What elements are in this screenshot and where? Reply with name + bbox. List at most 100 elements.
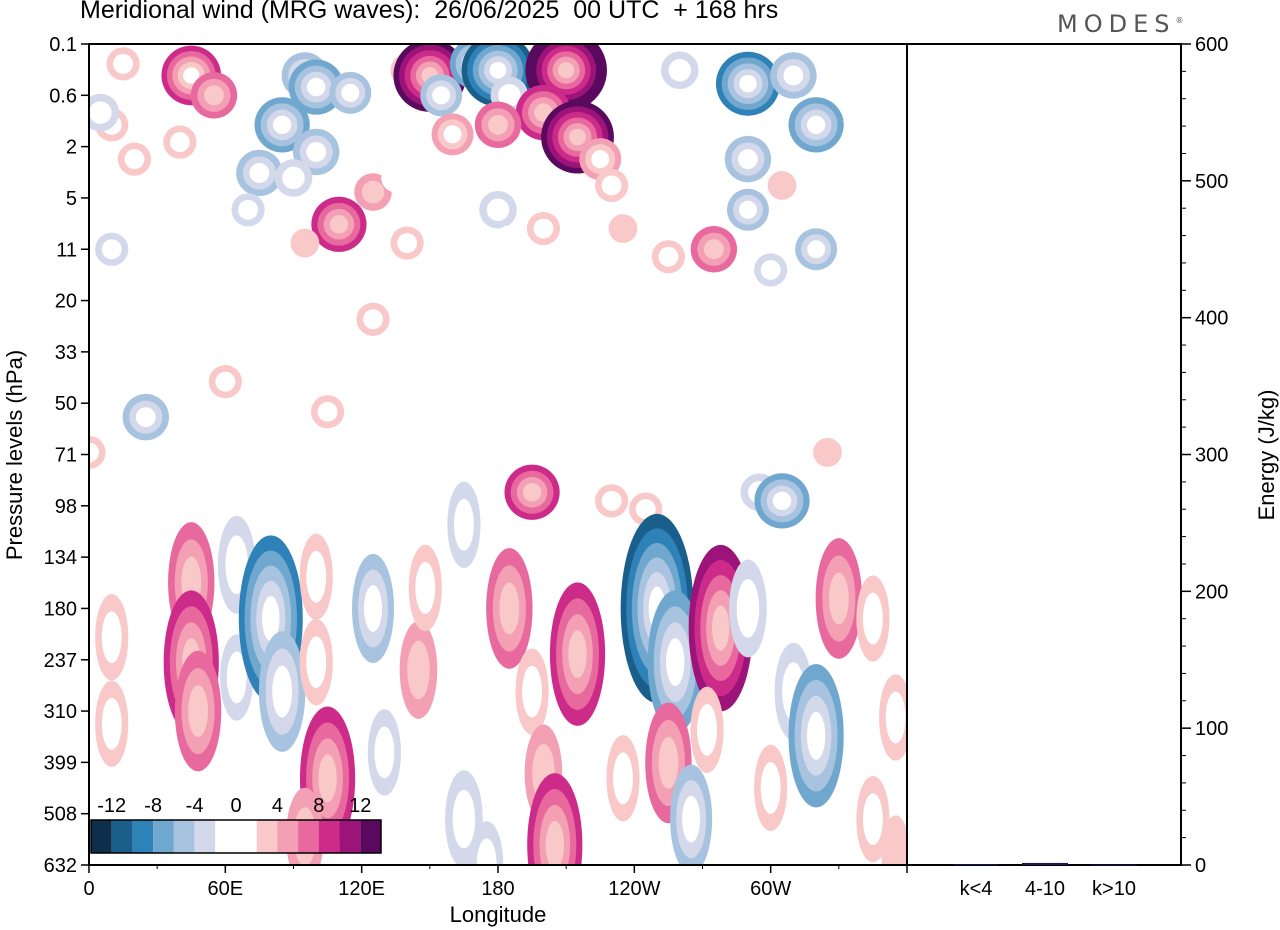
contour-blob bbox=[272, 115, 292, 135]
contour-blob bbox=[183, 67, 200, 84]
colorbar-swatch bbox=[194, 820, 216, 853]
y-tick-label: 33 bbox=[55, 342, 77, 364]
contour-blob bbox=[807, 240, 826, 259]
contour-blob bbox=[494, 225, 524, 255]
contour-blob bbox=[89, 442, 99, 463]
y-tick-label: 5 bbox=[66, 188, 77, 210]
energy-category-label: k>10 bbox=[1092, 878, 1136, 900]
contour-blob bbox=[862, 793, 883, 846]
x-tick-label: 60E bbox=[208, 878, 244, 900]
contour-blob bbox=[591, 150, 610, 169]
y-tick-label: 0.6 bbox=[49, 85, 77, 107]
contour-blob bbox=[703, 239, 724, 260]
colorbar-label: -8 bbox=[144, 795, 162, 817]
contour-blob bbox=[666, 638, 685, 687]
y-tick-label: 134 bbox=[44, 547, 77, 569]
colorbar-label: -12 bbox=[97, 795, 126, 817]
colorbar-frame bbox=[90, 819, 382, 854]
contour-blob bbox=[522, 665, 543, 718]
contour-blob bbox=[738, 149, 758, 170]
colorbar-label: -4 bbox=[186, 795, 204, 817]
y-axis-label: Pressure levels (hPa) bbox=[2, 350, 27, 560]
x-tick-label: 0 bbox=[83, 878, 94, 900]
colorbar-label: 12 bbox=[349, 795, 371, 817]
contour-blob bbox=[601, 175, 622, 196]
contour-blob bbox=[545, 820, 565, 865]
colorbar-swatch bbox=[91, 820, 112, 853]
energy-panel-frame bbox=[906, 43, 1182, 866]
contour-blob bbox=[306, 636, 327, 689]
contour-blob bbox=[249, 163, 270, 183]
contour-blob bbox=[290, 228, 320, 258]
contour-blob bbox=[760, 259, 781, 280]
contour-blob bbox=[101, 697, 122, 750]
y-tick-label: 20 bbox=[55, 291, 77, 313]
y-tick-label: 98 bbox=[55, 496, 77, 518]
contour-blob bbox=[828, 572, 849, 625]
y2-tick-label: 0 bbox=[1195, 855, 1206, 877]
x-tick-label: 180 bbox=[481, 878, 514, 900]
contour-blob bbox=[563, 501, 592, 577]
colorbar-label: 4 bbox=[272, 795, 283, 817]
colorbar-swatch bbox=[360, 820, 381, 853]
colorbar-label: 0 bbox=[230, 795, 241, 817]
colorbar-swatch bbox=[153, 820, 174, 853]
contour-blob bbox=[89, 101, 112, 124]
contour-blob bbox=[135, 407, 156, 428]
colorbar-swatch bbox=[236, 820, 257, 853]
contour-blob bbox=[806, 711, 826, 760]
contour-blob bbox=[226, 651, 247, 704]
y2-tick-label: 300 bbox=[1195, 445, 1228, 467]
contour-blob bbox=[767, 171, 797, 200]
contour-blob bbox=[697, 703, 718, 756]
y-tick-label: 508 bbox=[44, 804, 77, 826]
contour-blob bbox=[238, 199, 259, 220]
contour-blob bbox=[225, 535, 248, 595]
contour-blob bbox=[443, 125, 462, 144]
energy-bar bbox=[1091, 864, 1137, 866]
contour-blob bbox=[361, 180, 385, 204]
y2-tick-label: 500 bbox=[1195, 171, 1228, 193]
y2-tick-label: 200 bbox=[1195, 581, 1228, 603]
contour-blob bbox=[568, 630, 587, 679]
contour-blob bbox=[658, 737, 679, 789]
colorbar-swatch bbox=[173, 820, 195, 853]
y2-axis-label: Energy (J/kg) bbox=[1254, 390, 1279, 521]
contour-blob bbox=[736, 579, 760, 638]
x-tick-label: 60W bbox=[750, 878, 791, 900]
energy-bar bbox=[953, 864, 999, 866]
y-tick-label: 0.1 bbox=[49, 34, 77, 56]
contour-blob bbox=[489, 61, 507, 79]
contour-blob bbox=[397, 233, 418, 254]
y-tick-label: 11 bbox=[56, 239, 77, 261]
contour-blob bbox=[806, 115, 826, 135]
x-axis-label: Longitude bbox=[450, 902, 547, 927]
contour-blob bbox=[432, 86, 451, 105]
contour-blob bbox=[272, 665, 293, 718]
contour-blob bbox=[318, 754, 337, 803]
contour-blob bbox=[452, 789, 476, 849]
contour-blob bbox=[498, 84, 521, 107]
y-tick-label: 2 bbox=[66, 137, 77, 159]
energy-category-label: 4-10 bbox=[1025, 878, 1065, 900]
contour-blob bbox=[142, 313, 172, 342]
y-tick-label: 180 bbox=[44, 598, 77, 620]
contour-blob bbox=[329, 215, 349, 234]
contour-blob bbox=[204, 85, 224, 106]
contour-blob bbox=[635, 499, 656, 520]
contour-blob bbox=[499, 582, 520, 635]
y2-tick-label: 400 bbox=[1195, 308, 1228, 330]
contour-blob bbox=[113, 53, 134, 74]
contour-blob bbox=[101, 611, 122, 664]
colorbar-swatch bbox=[132, 820, 154, 853]
y-tick-label: 399 bbox=[44, 752, 77, 774]
x-tick-label: 120W bbox=[608, 878, 660, 900]
contour-blob bbox=[881, 815, 907, 865]
energy-bar bbox=[1022, 862, 1068, 865]
contour-blob bbox=[256, 61, 286, 90]
colorbar-swatch bbox=[256, 820, 278, 853]
contour-blob bbox=[658, 246, 679, 267]
contour-blob bbox=[522, 483, 542, 502]
modes-logo: MODES® bbox=[1057, 10, 1184, 38]
